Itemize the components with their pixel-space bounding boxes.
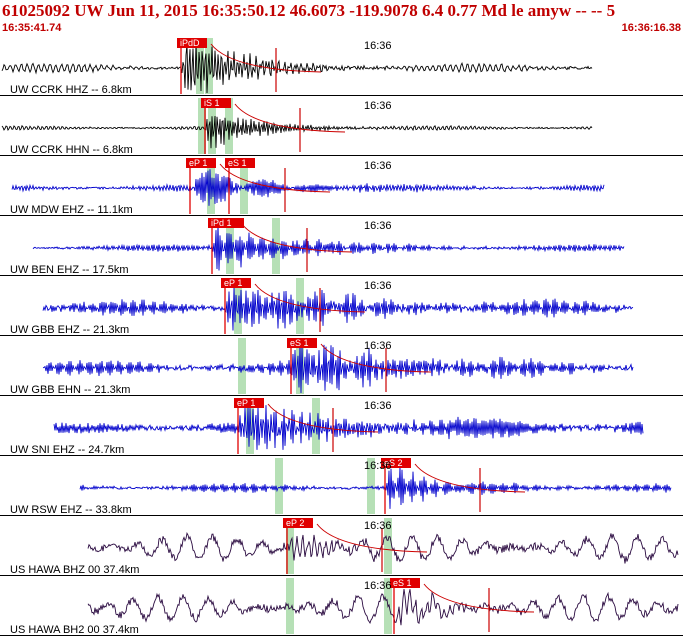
pick-flag: [283, 518, 313, 528]
station-label: UW MDW EHZ -- 11.1km: [10, 204, 133, 216]
waveform-trace: [11, 169, 605, 206]
pick-flag: [208, 218, 244, 228]
pick-flag: [287, 338, 317, 348]
trace-row[interactable]: eP 1 eS 1 16:36 UW MDW EHZ -- 11.1km: [0, 158, 683, 216]
time-mark-label: 16:36: [364, 580, 392, 592]
coda-curve: [320, 343, 432, 373]
pick-flag: [201, 98, 231, 108]
coda-curve: [254, 283, 366, 313]
pick-flag: [381, 458, 411, 468]
pick-label: eP 1: [189, 158, 207, 168]
trace-row[interactable]: iPd 1 16:36 UW BEN EHZ -- 17.5km: [0, 218, 683, 276]
phase-window-highlight: [205, 38, 213, 94]
waveform-trace: [42, 343, 634, 394]
pick-label: eS 1: [228, 158, 247, 168]
waveform-trace: [87, 589, 679, 626]
phase-window-highlight: [272, 218, 280, 274]
time-mark-label: 16:36: [364, 100, 392, 112]
trace-row[interactable]: eS 216:36 UW RSW EHZ -- 33.8km: [0, 458, 683, 516]
pick-flag: [234, 398, 264, 408]
station-label: UW RSW EHZ -- 33.8km: [10, 504, 132, 516]
pick-flag: [177, 38, 207, 48]
waveform-trace: [1, 42, 593, 94]
phase-window-highlight: [240, 158, 248, 214]
station-label: UW CCRK HHZ -- 6.8km: [10, 84, 132, 96]
time-mark-label: 16:36: [364, 160, 392, 172]
trace-panel[interactable]: iPdD 16:36 UW CCRK HHZ -- 6.8km iS 1 16:36 UW…: [0, 36, 683, 638]
pick-label: eP 1: [224, 278, 242, 288]
trace-row[interactable]: eP 1 16:36 UW GBB EHZ -- 21.3km: [0, 278, 683, 336]
trace-row[interactable]: iPdD 16:36 UW CCRK HHZ -- 6.8km: [0, 38, 683, 96]
coda-curve: [234, 103, 346, 133]
time-mark-label: 16:36: [364, 220, 392, 232]
phase-window-highlight: [226, 218, 234, 274]
phase-window-highlight: [296, 338, 304, 394]
trace-row[interactable]: eS 116:36 US HAWA BH2 00 37.4km: [0, 578, 683, 636]
pick-label: eS 1: [393, 578, 412, 588]
pick-flag: [221, 278, 251, 288]
phase-window-highlight: [384, 518, 392, 574]
time-mark-label: 16:36: [364, 40, 392, 52]
trace-row[interactable]: iS 1 16:36 UW CCRK HHN -- 6.8km: [0, 98, 683, 156]
pick-label: iS 1: [204, 98, 220, 108]
waveform-trace: [79, 466, 672, 509]
phase-window-highlight: [286, 578, 294, 634]
header-bar: 61025092 UW Jun 11, 2015 16:35:50.12 46.…: [0, 0, 683, 36]
station-label: US HAWA BHZ 00 37.4km: [10, 564, 139, 576]
waveform-trace: [53, 405, 644, 450]
pick-label: iPd 1: [211, 218, 232, 228]
time-mark-label: 16:36: [364, 280, 392, 292]
coda-curve: [241, 223, 353, 253]
event-title: 61025092 UW Jun 11, 2015 16:35:50.12 46.…: [2, 1, 616, 20]
waveform-trace: [87, 532, 679, 564]
time-mark-label: 16:36: [364, 400, 392, 412]
waveform-trace: [32, 224, 625, 271]
time-mark-label: 16:36: [364, 460, 392, 472]
time-mark-label: 16:36: [364, 520, 392, 532]
pick-label: eS 1: [290, 338, 309, 348]
coda-curve: [267, 403, 379, 433]
trace-row[interactable]: eP 1 16:36 UW SNI EHZ -- 24.7km: [0, 398, 683, 456]
coda-curve: [219, 163, 331, 193]
pick-flag: [186, 158, 216, 168]
waveform-trace: [1, 115, 593, 149]
phase-window-highlight: [238, 338, 246, 394]
traces-svg[interactable]: iPdD 16:36 UW CCRK HHZ -- 6.8km iS 1 16:36 UW…: [0, 36, 683, 638]
phase-window-highlight: [198, 98, 206, 154]
trace-row[interactable]: eS 1 16:36 UW GBB EHN -- 21.3km: [0, 338, 683, 396]
coda-curve: [414, 463, 526, 493]
pick-label: iPdD: [180, 38, 200, 48]
phase-window-highlight: [275, 458, 283, 514]
waveform-trace: [42, 286, 634, 331]
station-label: UW SNI EHZ -- 24.7km: [10, 444, 124, 456]
station-label: UW BEN EHZ -- 17.5km: [10, 264, 129, 276]
phase-window-highlight: [246, 398, 254, 454]
coda-curve: [316, 523, 428, 553]
window-end-time: 16:36:16.38: [621, 22, 681, 34]
pick-flag: [390, 578, 420, 588]
pick-label: eP 2: [286, 518, 304, 528]
trace-row[interactable]: eP 2 16:36 US HAWA BHZ 00 37.4km: [0, 518, 683, 576]
station-label: UW GBB EHZ -- 21.3km: [10, 324, 129, 336]
pick-label: eP 1: [237, 398, 255, 408]
time-mark-label: 16:36: [364, 340, 392, 352]
window-start-time: 16:35:41.74: [2, 22, 62, 34]
station-label: UW CCRK HHN -- 6.8km: [10, 144, 133, 156]
pick-flag: [225, 158, 255, 168]
phase-window-highlight: [225, 98, 233, 154]
phase-window-highlight: [367, 458, 375, 514]
pick-label: eS 2: [384, 458, 403, 468]
coda-curve: [423, 583, 535, 613]
station-label: UW GBB EHN -- 21.3km: [10, 384, 130, 396]
coda-curve: [210, 43, 322, 73]
station-label: US HAWA BH2 00 37.4km: [10, 624, 139, 636]
